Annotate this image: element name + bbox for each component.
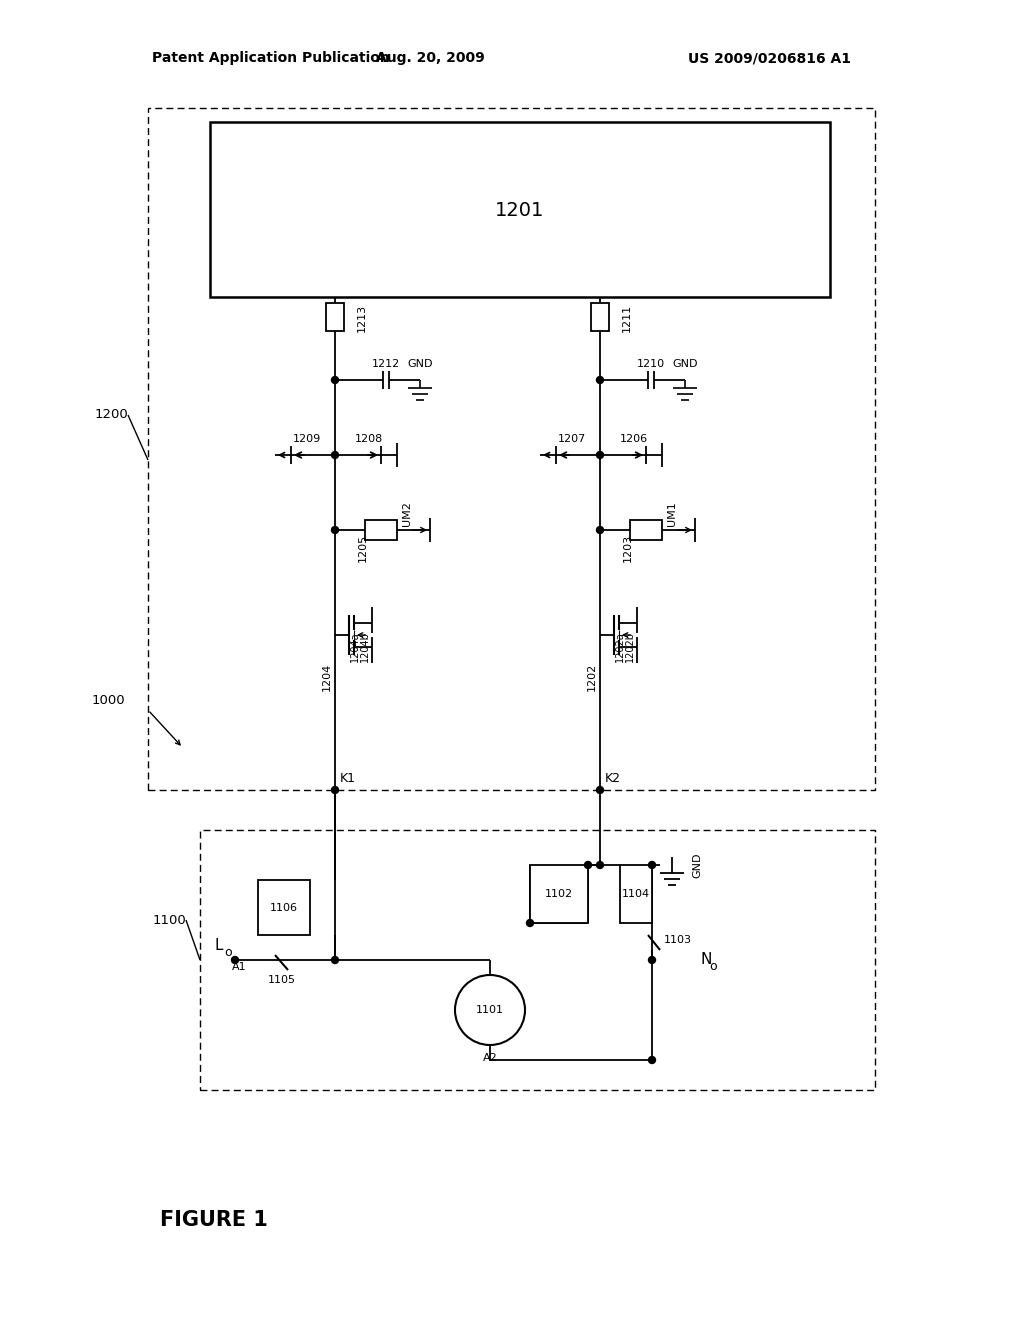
- Text: UM1: UM1: [667, 502, 677, 527]
- Bar: [630, 520, 662, 540]
- Text: o: o: [709, 961, 717, 974]
- Text: FIGURE 1: FIGURE 1: [160, 1210, 268, 1230]
- Circle shape: [597, 376, 603, 384]
- Circle shape: [597, 527, 603, 533]
- Text: Patent Application Publication: Patent Application Publication: [152, 51, 390, 65]
- Bar: [530, 865, 588, 923]
- Text: Aug. 20, 2009: Aug. 20, 2009: [376, 51, 484, 65]
- Bar: [210, 121, 830, 297]
- Text: 1104: 1104: [622, 888, 650, 899]
- Text: K1: K1: [340, 771, 356, 784]
- Text: 1201: 1201: [496, 201, 545, 219]
- Circle shape: [332, 527, 339, 533]
- Text: 1105: 1105: [268, 975, 296, 985]
- Circle shape: [332, 787, 339, 793]
- Circle shape: [585, 862, 592, 869]
- Text: 1100: 1100: [153, 913, 186, 927]
- Text: L: L: [215, 937, 223, 953]
- Circle shape: [332, 957, 339, 964]
- Circle shape: [648, 862, 655, 869]
- Text: 1101: 1101: [476, 1005, 504, 1015]
- Text: 1205: 1205: [358, 533, 368, 562]
- Circle shape: [597, 787, 603, 793]
- Bar: [365, 520, 397, 540]
- Circle shape: [231, 957, 239, 964]
- Bar: [258, 880, 310, 935]
- Text: 1207: 1207: [558, 434, 586, 444]
- Text: 1210: 1210: [637, 359, 665, 370]
- Text: 1204b: 1204b: [360, 631, 370, 663]
- Text: 1202a: 1202a: [615, 632, 625, 663]
- Text: 1203: 1203: [623, 533, 633, 562]
- Circle shape: [332, 376, 339, 384]
- Bar: [591, 304, 609, 331]
- Text: 1103: 1103: [664, 935, 692, 945]
- Circle shape: [332, 451, 339, 458]
- Circle shape: [597, 451, 603, 458]
- Text: o: o: [224, 945, 231, 958]
- Bar: [200, 830, 874, 1090]
- Text: 1202b: 1202b: [625, 631, 635, 663]
- Text: 1000: 1000: [91, 693, 125, 706]
- Text: 1211: 1211: [622, 304, 632, 333]
- Text: 1102: 1102: [545, 888, 573, 899]
- Text: GND: GND: [408, 359, 433, 370]
- Text: 1213: 1213: [357, 304, 367, 333]
- Text: 1206: 1206: [620, 434, 648, 444]
- Text: 1212: 1212: [372, 359, 400, 370]
- Text: 1208: 1208: [355, 434, 383, 444]
- Text: K2: K2: [605, 771, 621, 784]
- Text: 1106: 1106: [270, 903, 298, 913]
- Circle shape: [597, 862, 603, 869]
- Text: A1: A1: [232, 962, 247, 972]
- Text: 1204: 1204: [322, 663, 332, 692]
- Text: US 2009/0206816 A1: US 2009/0206816 A1: [688, 51, 852, 65]
- Text: 1200: 1200: [94, 408, 128, 421]
- Bar: [148, 108, 874, 789]
- Circle shape: [648, 957, 655, 964]
- Text: 1202: 1202: [587, 663, 597, 692]
- Bar: [326, 304, 344, 331]
- Text: 1209: 1209: [293, 434, 322, 444]
- Text: UM2: UM2: [402, 502, 412, 527]
- Bar: [620, 865, 652, 923]
- Circle shape: [526, 920, 534, 927]
- Text: 1204a: 1204a: [350, 632, 360, 663]
- Circle shape: [648, 1056, 655, 1064]
- Text: GND: GND: [692, 853, 702, 878]
- Text: GND: GND: [672, 359, 697, 370]
- Text: N: N: [700, 953, 712, 968]
- Text: A2: A2: [482, 1053, 498, 1063]
